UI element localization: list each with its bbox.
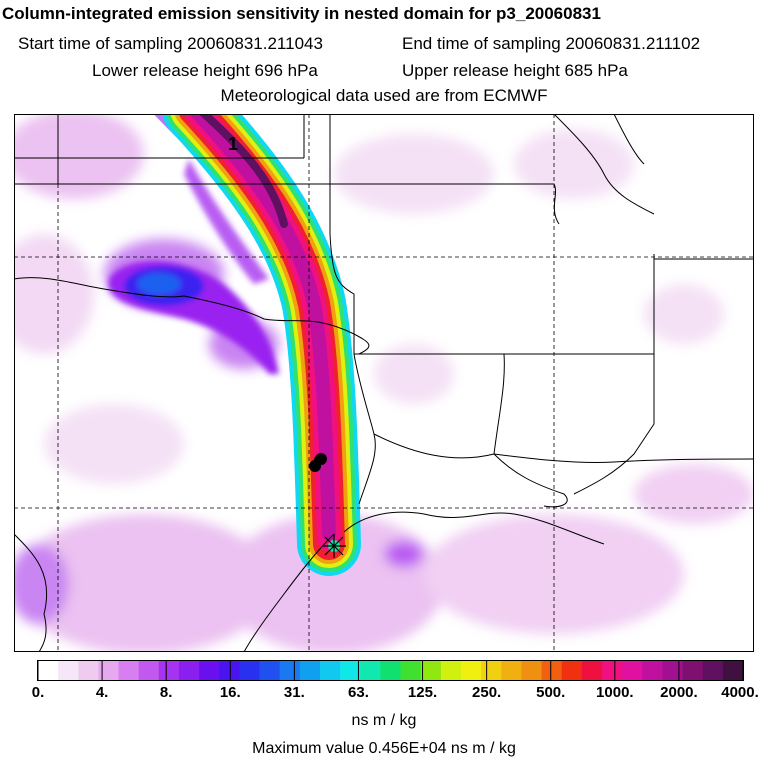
colorbar-cell <box>299 661 321 680</box>
colorbar-cell <box>501 661 522 680</box>
colorbar-cell <box>78 661 99 680</box>
colorbar-cell <box>642 661 663 680</box>
colorbar-cell <box>138 661 160 680</box>
release-site-star-icon <box>322 534 346 558</box>
colorbar-cell <box>158 661 180 680</box>
colorbar-cell <box>481 661 502 680</box>
colorbar-cell <box>561 661 583 680</box>
colorbar-cell <box>98 661 120 680</box>
colorbar-cell <box>340 661 361 680</box>
colorbar-cell <box>118 661 140 680</box>
colorbar-cell <box>38 661 59 680</box>
met-data-text: Meteorological data used are from ECMWF <box>220 86 548 105</box>
start-time: Start time of sampling 20060831.211043 <box>18 34 323 53</box>
colorbar-cell <box>541 661 563 680</box>
map-frame <box>14 114 754 652</box>
plume-label: 1 <box>228 134 238 154</box>
colorbar-cell <box>58 661 79 680</box>
colorbar-cell <box>380 661 402 680</box>
colorbar-cell <box>662 661 684 680</box>
background-sensitivity <box>14 114 754 652</box>
colorbar-cell <box>179 661 200 680</box>
colorbar-tick-label: 2000. <box>660 684 698 701</box>
colorbar-cell <box>581 661 603 680</box>
colorbar-tick-label: 500. <box>536 684 566 701</box>
colorbar-units: ns m / kg <box>351 712 417 729</box>
colorbar-tick-label: 4000. <box>721 684 759 701</box>
colorbar-tick-label: 63. <box>348 684 369 701</box>
colorbar-cell <box>521 661 543 680</box>
colorbar-tick-label: 1000. <box>596 684 634 701</box>
colorbar-tick-label: 125. <box>407 684 438 701</box>
colorbar-tick-label: 4. <box>95 684 109 701</box>
colorbar-cell <box>420 661 442 680</box>
colorbar-cell <box>722 661 744 680</box>
met-data-note: Meteorological data used are from ECMWF <box>0 86 768 106</box>
colorbar-cell <box>702 661 724 680</box>
colorbar-cell <box>461 661 482 680</box>
colorbar-tick-label: 16. <box>219 684 241 701</box>
colorbar-cell <box>199 661 220 680</box>
colorbar-tick-label: 0. <box>31 684 45 701</box>
colorbar-cell <box>440 661 462 680</box>
chart-title: Column-integrated emission sensitivity i… <box>2 4 601 23</box>
colorbar-cell <box>360 661 381 680</box>
colorbar-cell <box>602 661 623 680</box>
track-points <box>309 453 327 472</box>
colorbar-cell <box>682 661 704 680</box>
colorbar <box>37 660 744 681</box>
colorbar-cell <box>219 661 240 680</box>
colorbar-cell <box>279 661 301 680</box>
map-boundaries <box>14 114 754 652</box>
colorbar-cell <box>320 661 341 680</box>
end-time: End time of sampling 20060831.211102 <box>402 34 701 53</box>
colorbar-frame <box>37 660 744 681</box>
colorbar-cell <box>400 661 422 680</box>
colorbar-cell <box>239 661 261 680</box>
colorbar-tick-label: 31. <box>283 684 305 701</box>
colorbar-cell <box>259 661 281 680</box>
colorbar-tick-label: 250. <box>472 684 502 701</box>
maximum-value: Maximum value 0.456E+04 ns m / kg <box>252 740 516 757</box>
map-panel: 1 <box>14 114 754 652</box>
colorbar-cells <box>38 661 744 680</box>
graticule <box>14 114 754 652</box>
track-point <box>314 455 324 465</box>
lower-release-height: Lower release height 696 hPa <box>92 61 318 80</box>
upper-release-height: Upper release height 685 hPa <box>402 61 628 80</box>
colorbar-cell <box>622 661 643 680</box>
colorbar-tick-label: 8. <box>159 684 173 701</box>
